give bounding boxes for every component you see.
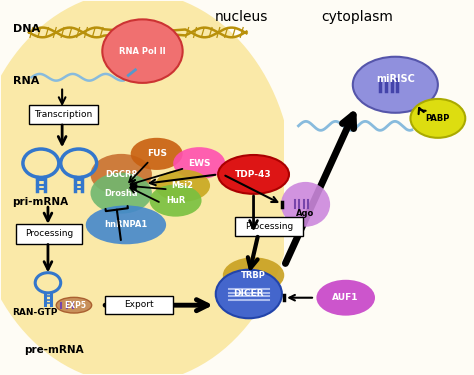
Text: PABP: PABP: [426, 114, 450, 123]
Text: RAN-GTP: RAN-GTP: [12, 308, 58, 317]
FancyBboxPatch shape: [16, 224, 82, 243]
Text: pri-mRNA: pri-mRNA: [12, 198, 69, 207]
Ellipse shape: [410, 99, 465, 138]
Ellipse shape: [150, 184, 201, 217]
FancyBboxPatch shape: [105, 296, 173, 314]
FancyBboxPatch shape: [29, 105, 98, 124]
Ellipse shape: [0, 0, 294, 375]
Ellipse shape: [353, 57, 438, 113]
Text: EXP5: EXP5: [64, 301, 86, 310]
Ellipse shape: [91, 154, 152, 195]
Text: Transcription: Transcription: [35, 110, 93, 119]
Text: DICER: DICER: [234, 290, 264, 298]
Ellipse shape: [218, 155, 289, 194]
Bar: [284, 0, 474, 375]
Ellipse shape: [56, 297, 91, 313]
Text: RNA Pol II: RNA Pol II: [119, 46, 166, 56]
Ellipse shape: [131, 138, 182, 170]
Text: hnRNPA1: hnRNPA1: [104, 220, 147, 230]
Ellipse shape: [155, 170, 210, 202]
Ellipse shape: [216, 270, 282, 318]
Ellipse shape: [86, 206, 166, 244]
Text: Processing: Processing: [245, 222, 293, 231]
Text: Ago: Ago: [296, 209, 315, 218]
Ellipse shape: [281, 182, 330, 227]
Text: Msi2: Msi2: [172, 181, 194, 190]
FancyBboxPatch shape: [235, 217, 303, 236]
Text: Processing: Processing: [25, 230, 73, 238]
Text: EWS: EWS: [188, 159, 210, 168]
Ellipse shape: [317, 280, 375, 316]
Text: Drosha: Drosha: [104, 189, 138, 198]
Text: DGCR8: DGCR8: [105, 170, 137, 179]
Text: AUF1: AUF1: [332, 293, 359, 302]
Ellipse shape: [91, 172, 152, 214]
Text: nucleus: nucleus: [215, 10, 268, 24]
Text: RNA: RNA: [12, 76, 39, 86]
Text: miRISC: miRISC: [376, 74, 415, 84]
Text: TRBP: TRBP: [241, 271, 266, 280]
Ellipse shape: [173, 147, 225, 179]
Text: TDP-43: TDP-43: [235, 170, 272, 179]
Text: cytoplasm: cytoplasm: [321, 10, 393, 24]
Text: Export: Export: [124, 300, 154, 309]
Text: DNA: DNA: [12, 24, 40, 34]
Text: FUS: FUS: [146, 149, 167, 158]
Text: pre-mRNA: pre-mRNA: [24, 345, 84, 355]
Text: HuR: HuR: [166, 196, 185, 205]
Ellipse shape: [223, 257, 284, 293]
Ellipse shape: [102, 20, 182, 83]
